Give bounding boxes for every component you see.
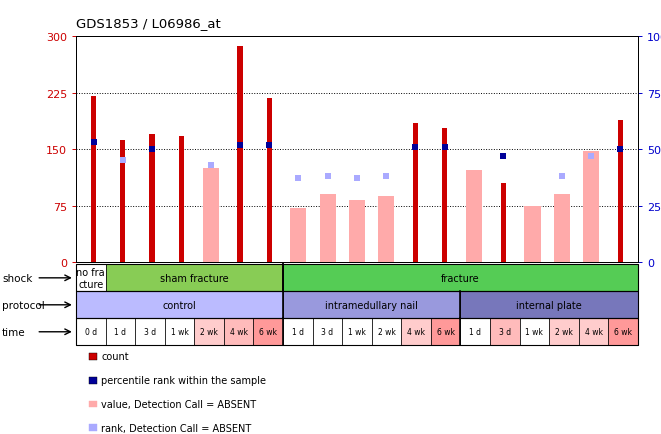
Text: GDS1853 / L06986_at: GDS1853 / L06986_at — [76, 17, 221, 30]
Text: sham fracture: sham fracture — [160, 273, 229, 283]
Text: 4 wk: 4 wk — [584, 328, 603, 336]
Bar — [290, 208, 307, 263]
Text: protocol: protocol — [2, 300, 45, 310]
Text: 1 d: 1 d — [469, 328, 481, 336]
Bar — [466, 171, 482, 263]
Bar — [500, 184, 506, 263]
Bar — [178, 136, 184, 263]
Text: rank, Detection Call = ABSENT: rank, Detection Call = ABSENT — [101, 423, 251, 433]
Text: 1 d: 1 d — [114, 328, 126, 336]
Text: count: count — [101, 352, 129, 361]
Bar — [202, 168, 219, 263]
Text: 1 d: 1 d — [292, 328, 304, 336]
Text: 3 d: 3 d — [144, 328, 156, 336]
Text: 6 wk: 6 wk — [259, 328, 277, 336]
Text: time: time — [2, 327, 26, 337]
Text: 2 wk: 2 wk — [555, 328, 573, 336]
Text: 0 d: 0 d — [85, 328, 97, 336]
Text: 1 wk: 1 wk — [171, 328, 188, 336]
Text: 2 wk: 2 wk — [377, 328, 395, 336]
Bar — [320, 195, 336, 263]
Bar — [442, 128, 447, 263]
Bar — [378, 196, 394, 263]
Text: percentile rank within the sample: percentile rank within the sample — [101, 375, 266, 385]
Text: 1 wk: 1 wk — [348, 328, 366, 336]
Bar — [266, 99, 272, 263]
Text: internal plate: internal plate — [516, 300, 582, 310]
Text: 3 d: 3 d — [321, 328, 333, 336]
Bar — [349, 201, 365, 263]
Text: 4 wk: 4 wk — [407, 328, 425, 336]
Text: 4 wk: 4 wk — [229, 328, 248, 336]
Text: control: control — [163, 300, 196, 310]
Bar — [617, 121, 623, 263]
Bar — [91, 97, 97, 263]
Text: intramedullary nail: intramedullary nail — [325, 300, 418, 310]
Bar — [120, 141, 126, 263]
Text: fracture: fracture — [441, 273, 480, 283]
Bar — [554, 195, 570, 263]
Text: 6 wk: 6 wk — [614, 328, 632, 336]
Text: value, Detection Call = ABSENT: value, Detection Call = ABSENT — [101, 399, 256, 409]
Text: 1 wk: 1 wk — [525, 328, 543, 336]
Bar — [413, 123, 418, 263]
Text: 2 wk: 2 wk — [200, 328, 218, 336]
Text: 3 d: 3 d — [499, 328, 511, 336]
Bar — [149, 135, 155, 263]
Text: 6 wk: 6 wk — [437, 328, 455, 336]
Bar — [583, 151, 599, 263]
Bar — [524, 206, 541, 263]
Text: shock: shock — [2, 273, 32, 283]
Bar — [237, 47, 243, 263]
Text: no fra
cture: no fra cture — [77, 267, 105, 289]
